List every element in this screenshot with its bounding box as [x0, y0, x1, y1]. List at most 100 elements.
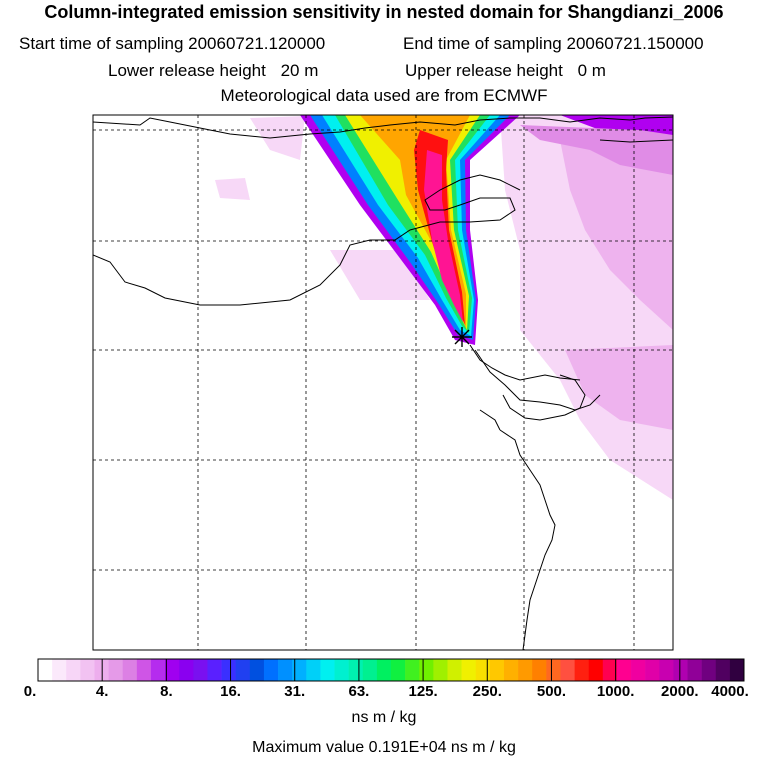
colorbar-cell: [122, 659, 138, 681]
colorbar-cell: [249, 659, 265, 681]
colorbar-cell: [701, 659, 717, 681]
colorbar-cell: [66, 659, 81, 681]
coastline-west-land: [93, 174, 521, 306]
colorbar-cell: [475, 659, 491, 681]
release-lower-label: Lower release height: [108, 61, 266, 80]
colorbar-cell: [221, 659, 236, 681]
colorbar-cell: [574, 659, 589, 681]
colorbar-tick-label: 4000.: [711, 683, 749, 700]
sampling-start-value: 20060721.120000: [188, 34, 326, 53]
coastline-yellow-sea-west: [479, 409, 501, 431]
magenta-band-northeast: [520, 125, 673, 175]
colorbar-cell: [546, 659, 561, 681]
sensitivity-field: [93, 115, 673, 650]
colorbar-cell: [461, 659, 477, 681]
colorbar-cell: [729, 659, 745, 681]
sampling-start: Start time of sampling 20060721.120000: [19, 34, 325, 54]
coastline-bay-east: [469, 344, 581, 381]
colorbar-cell: [165, 659, 180, 681]
release-upper-value: 0 m: [577, 61, 606, 80]
colorbar-cell: [560, 659, 575, 681]
coastline-korea: [499, 429, 556, 650]
pink-patch-northwest: [250, 116, 305, 160]
colorbar-cell: [532, 659, 547, 681]
met-data-note: Meteorological data used are from ECMWF: [220, 86, 548, 105]
coastline-north: [93, 116, 673, 139]
sampling-end: End time of sampling 20060721.150000: [403, 34, 704, 54]
colorbar-cell: [263, 659, 279, 681]
lat-lon-grid: [93, 115, 673, 650]
colorbar-cell: [503, 659, 519, 681]
colorbar-cell: [673, 659, 688, 681]
colorbar-cell: [193, 659, 208, 681]
plume-core-pink: [424, 150, 463, 322]
colorbar-cell: [52, 659, 67, 681]
coastlines: [93, 116, 673, 650]
sampling-end-value: 20060721.150000: [566, 34, 704, 53]
colorbar-cell: [320, 659, 335, 681]
colorbar-tick-label: 8.: [160, 683, 173, 700]
colorbar-cell: [179, 659, 194, 681]
colorbar-frame: [37, 658, 745, 682]
colorbar-tick-label: 4.: [95, 683, 109, 700]
colorbar-cell: [602, 659, 618, 681]
colorbar-cell: [447, 659, 462, 681]
colorbar-cell: [150, 659, 166, 681]
colorbar-cell: [419, 659, 434, 681]
plot-title: Column-integrated emission sensitivity i…: [44, 2, 724, 22]
colorbar-tick-label: 16.: [220, 683, 241, 700]
colorbar-cell: [334, 659, 349, 681]
colorbar-cell: [616, 659, 632, 681]
colorbar-cell: [489, 659, 505, 681]
colorbar-cell: [405, 659, 420, 681]
colorbar-cell: [588, 659, 604, 681]
sampling-start-label: Start time of sampling: [19, 34, 184, 53]
colorbar-cell: [235, 659, 251, 681]
colorbar-tick-label: 1000.: [596, 683, 635, 700]
release-upper: Upper release height 0 m: [405, 61, 606, 81]
receptor-star-marker: [452, 327, 472, 347]
colorbar-units: ns m / kg: [351, 709, 417, 726]
colorbar-cell: [207, 659, 222, 681]
colorbar-tick-label: 125.: [408, 683, 438, 700]
coastline-north-inner: [599, 139, 673, 143]
release-upper-label: Upper release height: [405, 61, 563, 80]
colorbar-cell: [518, 659, 533, 681]
colorbar-cell: [687, 659, 702, 681]
sampling-end-label: End time of sampling: [403, 34, 562, 53]
colorbar-tick-label: 250.: [472, 683, 502, 700]
colorbar-cell: [362, 659, 378, 681]
colorbar-cells: [38, 659, 745, 681]
moderate-sensitivity-east: [560, 130, 673, 330]
colorbar-cell: [715, 659, 731, 681]
colorbar-cell: [292, 659, 307, 681]
sensitivity-map: [92, 114, 674, 651]
colorbar-cell: [348, 659, 364, 681]
colorbar-tick-label: 31.: [284, 683, 306, 700]
colorbar-cell: [376, 659, 392, 681]
colorbar-tick-label: 500.: [536, 683, 567, 700]
coastline-peninsula: [474, 349, 601, 411]
colorbar-cell: [659, 659, 674, 681]
map-frame: [92, 114, 674, 651]
colorbar-tick-label: 0.: [23, 683, 37, 700]
colorbar-cell: [433, 659, 448, 681]
release-lower: Lower release height 20 m: [108, 61, 318, 81]
colorbar-cell: [108, 659, 124, 681]
maximum-value-line: Maximum value 0.191E+04 ns m / kg: [252, 739, 516, 756]
colorbar-cell: [38, 659, 53, 681]
colorbar-tick-label: 2000.: [661, 683, 699, 700]
colorbar-cell: [80, 659, 95, 681]
colorbar-cell: [391, 659, 406, 681]
coastline-east-south: [502, 374, 586, 421]
colorbar-tick-label: 63.: [348, 683, 370, 700]
colorbar-cell: [645, 659, 660, 681]
colorbar-cell: [631, 659, 646, 681]
release-lower-value: 20 m: [280, 61, 319, 80]
colorbar-cell: [306, 659, 321, 681]
colorbar-cell: [278, 659, 293, 681]
pink-patch-west: [215, 178, 250, 200]
moderate-sensitivity-southeast: [565, 345, 673, 430]
colorbar-cell: [136, 659, 152, 681]
